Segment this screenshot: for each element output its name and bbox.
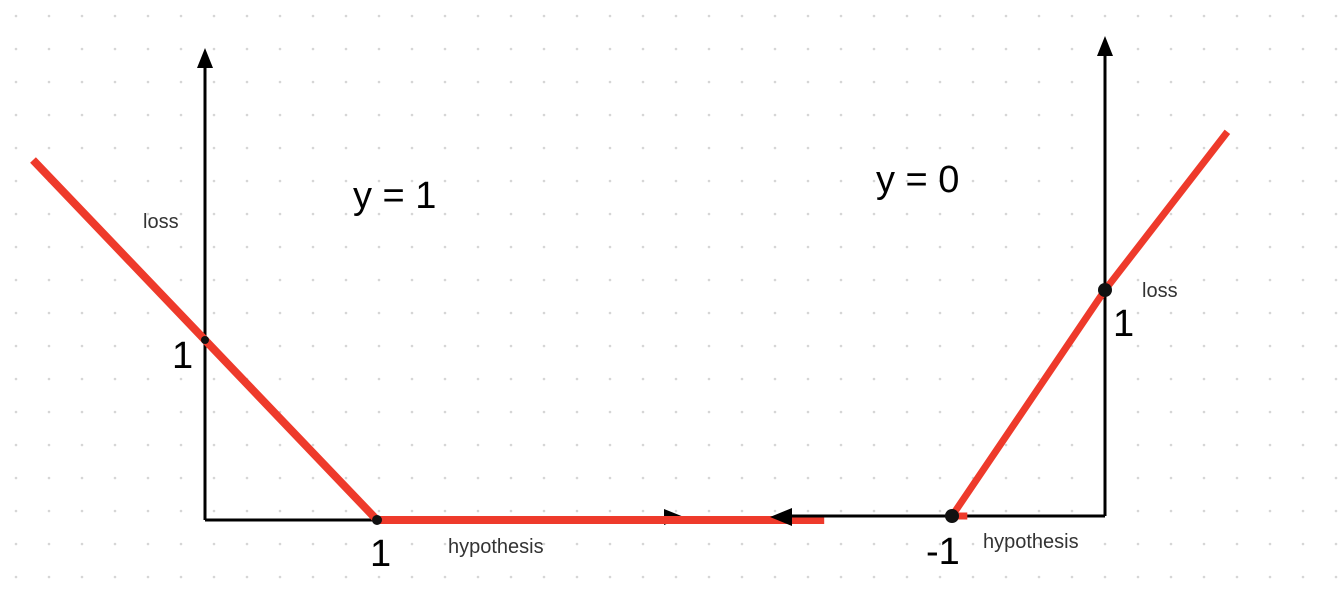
left-plot-panel: y = 1 loss hypothesis 1 1 <box>30 48 825 575</box>
left-x-tick-label: 1 <box>370 533 391 575</box>
right-x-axis-label: hypothesis <box>983 531 1079 553</box>
left-y-axis-arrow-icon <box>197 48 213 68</box>
left-point-x-intercept <box>372 515 382 525</box>
right-x-tick-label: -1 <box>926 531 960 573</box>
left-y-axis-label: loss <box>143 211 179 233</box>
left-title: y = 1 <box>353 175 436 217</box>
left-y-tick-label: 1 <box>172 335 193 377</box>
left-point-y-intercept <box>201 336 209 344</box>
right-y-axis-arrow-icon <box>1097 36 1113 56</box>
right-plot-panel: y = 0 loss hypothesis 1 -1 <box>770 36 1231 573</box>
right-y-tick-label: 1 <box>1113 303 1134 345</box>
right-point-x-intercept <box>945 509 959 523</box>
right-point-y-intercept <box>1098 283 1112 297</box>
right-title: y = 0 <box>876 159 959 201</box>
right-loss-curve <box>948 129 1231 520</box>
left-x-axis-label: hypothesis <box>448 536 544 558</box>
right-x-axis-arrow-icon <box>770 508 792 526</box>
right-y-axis-label: loss <box>1142 280 1178 302</box>
